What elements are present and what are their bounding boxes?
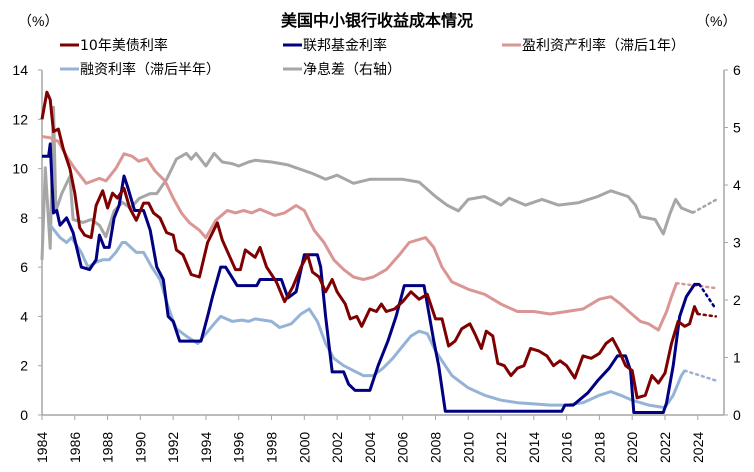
left-tick-label: 0: [20, 407, 28, 423]
legend-label-0: 10年美债利率: [80, 37, 168, 54]
legend-label-3: 融资利率（滞后半年）: [80, 61, 220, 78]
x-tick-label: 2022: [657, 432, 673, 463]
left-tick-label: 2: [20, 358, 28, 374]
x-tick-label: 2004: [362, 432, 378, 463]
right-tick-label: 1: [733, 350, 741, 366]
plot-area: [40, 90, 718, 414]
x-tick-label: 1984: [34, 432, 50, 463]
x-tick-label: 1986: [67, 432, 83, 463]
x-tick-label: 1998: [264, 432, 280, 463]
series-projection-1: [698, 283, 718, 311]
right-tick-label: 4: [733, 177, 741, 193]
x-tick-label: 1994: [198, 432, 214, 463]
right-tick-label: 0: [733, 407, 741, 423]
x-tick-label: 1990: [132, 432, 148, 463]
x-tick-label: 2010: [460, 432, 476, 463]
left-tick-label: 14: [12, 62, 28, 78]
left-tick-label: 8: [20, 210, 28, 226]
chart-title: 美国中小银行收益成本情况: [281, 11, 473, 30]
x-tick-label: 2012: [493, 432, 509, 463]
x-tick-label: 2024: [690, 432, 706, 463]
right-tick-label: 5: [733, 120, 741, 136]
right-tick-label: 2: [733, 292, 741, 308]
x-tick-label: 1992: [165, 432, 181, 463]
x-tick-label: 2006: [395, 432, 411, 463]
left-axis-unit: （%）: [18, 13, 58, 29]
series-projection-4: [691, 198, 718, 214]
x-tick-label: 2020: [624, 432, 640, 463]
x-tick-label: 2014: [526, 432, 542, 463]
x-tick-label: 2018: [591, 432, 607, 463]
legend-label-2: 盈利资产利率（滞后1年）: [522, 37, 685, 54]
series-line-2: [41, 135, 678, 332]
right-tick-label: 3: [733, 235, 741, 251]
series-line-0: [40, 90, 700, 400]
x-tick-label: 1996: [231, 432, 247, 463]
left-tick-label: 10: [12, 161, 28, 177]
x-tick-label: 2016: [559, 432, 575, 463]
series-projection-0: [696, 312, 718, 318]
x-tick-label: 2000: [296, 432, 312, 463]
left-tick-label: 4: [20, 308, 28, 324]
series-projection-3: [683, 369, 718, 382]
series-line-4: [40, 105, 694, 260]
right-tick-label: 6: [733, 62, 741, 78]
left-tick-label: 12: [12, 111, 28, 127]
right-axis-unit: （%）: [696, 13, 736, 29]
series-line-1: [42, 142, 700, 414]
legend-label-1: 联邦基金利率: [303, 37, 387, 54]
legend-label-4: 净息差（右轴）: [303, 61, 401, 78]
x-tick-label: 2002: [329, 432, 345, 463]
x-tick-label: 2008: [427, 432, 443, 463]
left-tick-label: 6: [20, 259, 28, 275]
legend: 10年美债利率 联邦基金利率 盈利资产利率（滞后1年） 融资利率（滞后半年） 净息差（右…: [60, 37, 685, 78]
x-tick-label: 1988: [100, 432, 116, 463]
series-line-3: [49, 224, 686, 410]
